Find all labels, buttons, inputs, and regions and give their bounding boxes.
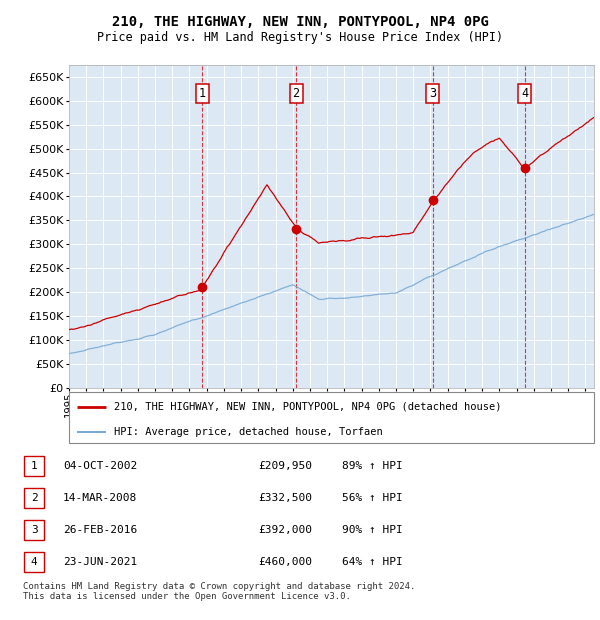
Text: 4: 4 (521, 87, 528, 100)
Text: £209,950: £209,950 (258, 461, 312, 471)
Text: 56% ↑ HPI: 56% ↑ HPI (342, 493, 403, 503)
Text: 04-OCT-2002: 04-OCT-2002 (63, 461, 137, 471)
Text: £460,000: £460,000 (258, 557, 312, 567)
Text: 3: 3 (31, 525, 38, 535)
Text: 4: 4 (31, 557, 38, 567)
Text: 26-FEB-2016: 26-FEB-2016 (63, 525, 137, 535)
Text: 210, THE HIGHWAY, NEW INN, PONTYPOOL, NP4 0PG: 210, THE HIGHWAY, NEW INN, PONTYPOOL, NP… (112, 15, 488, 29)
Text: Contains HM Land Registry data © Crown copyright and database right 2024.
This d: Contains HM Land Registry data © Crown c… (23, 582, 415, 601)
Text: £332,500: £332,500 (258, 493, 312, 503)
Text: 64% ↑ HPI: 64% ↑ HPI (342, 557, 403, 567)
Text: HPI: Average price, detached house, Torfaen: HPI: Average price, detached house, Torf… (113, 427, 382, 437)
Text: 89% ↑ HPI: 89% ↑ HPI (342, 461, 403, 471)
Text: 210, THE HIGHWAY, NEW INN, PONTYPOOL, NP4 0PG (detached house): 210, THE HIGHWAY, NEW INN, PONTYPOOL, NP… (113, 402, 501, 412)
Text: 23-JUN-2021: 23-JUN-2021 (63, 557, 137, 567)
Text: £392,000: £392,000 (258, 525, 312, 535)
Text: 3: 3 (429, 87, 436, 100)
Text: 1: 1 (31, 461, 38, 471)
Text: 2: 2 (292, 87, 299, 100)
Text: 1: 1 (199, 87, 206, 100)
Text: 2: 2 (31, 493, 38, 503)
Text: 90% ↑ HPI: 90% ↑ HPI (342, 525, 403, 535)
Text: 14-MAR-2008: 14-MAR-2008 (63, 493, 137, 503)
Text: Price paid vs. HM Land Registry's House Price Index (HPI): Price paid vs. HM Land Registry's House … (97, 31, 503, 43)
